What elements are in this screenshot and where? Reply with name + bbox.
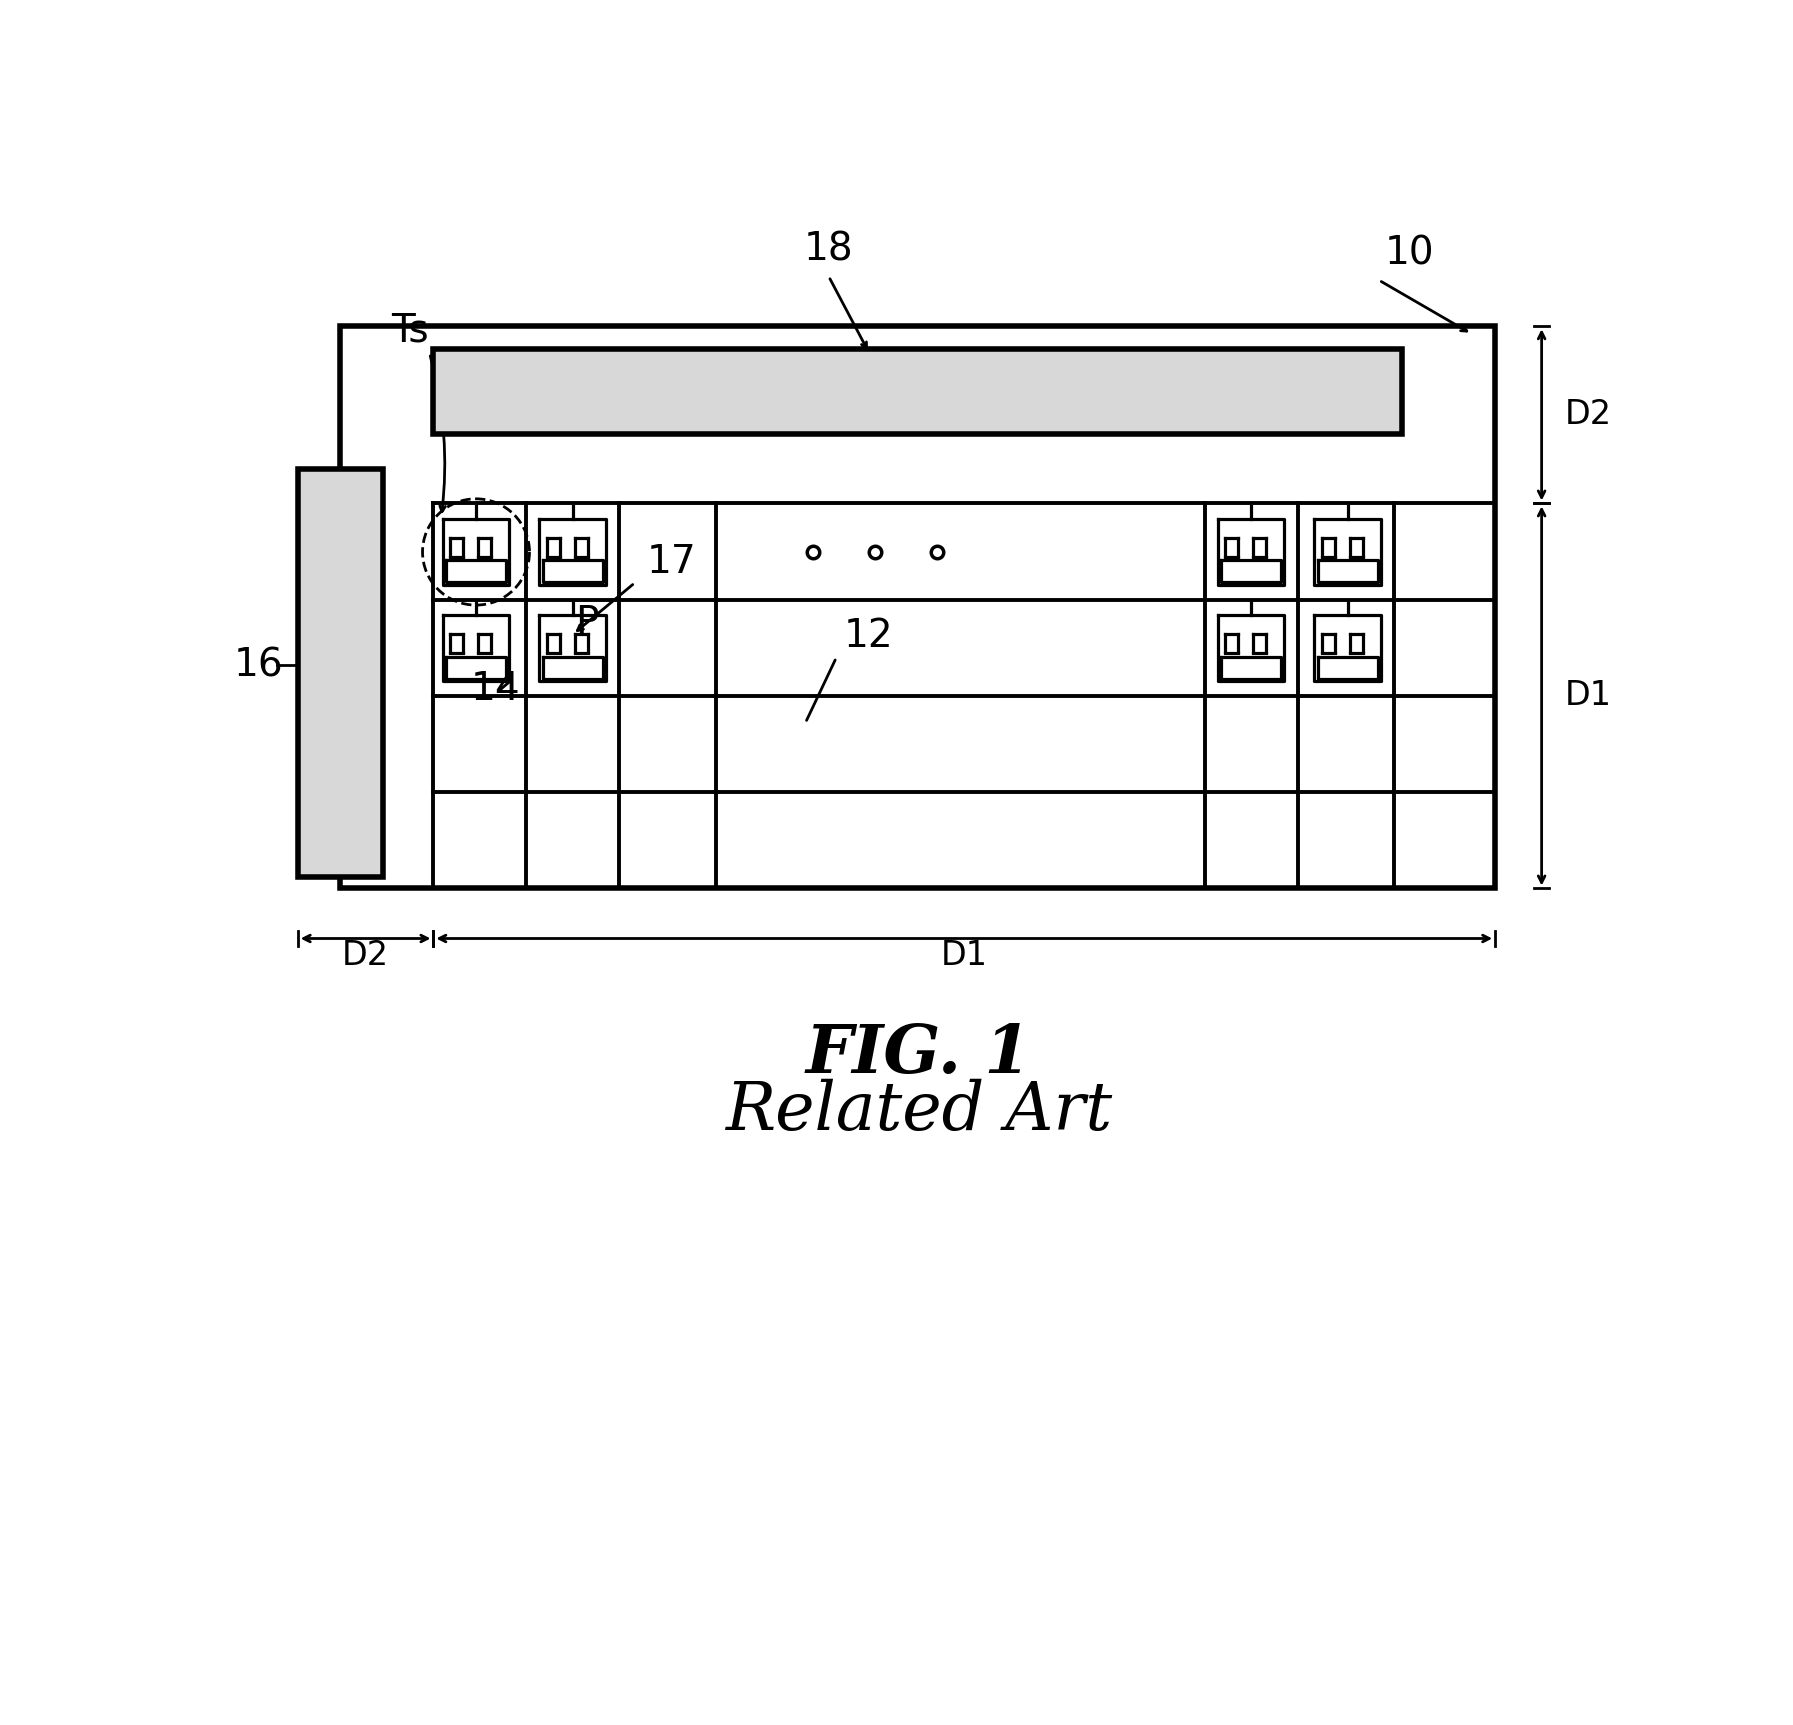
Text: 17: 17: [647, 543, 696, 581]
Text: Related Art: Related Art: [724, 1080, 1112, 1144]
Text: 18: 18: [803, 231, 853, 269]
Text: 12: 12: [845, 618, 893, 656]
Text: D2: D2: [342, 940, 389, 973]
Text: D1: D1: [941, 940, 988, 973]
Text: FIG. 1: FIG. 1: [805, 1021, 1031, 1087]
Text: 10: 10: [1384, 235, 1434, 273]
Text: D1: D1: [1565, 680, 1612, 712]
Bar: [298, 469, 384, 876]
Bar: [434, 350, 1402, 435]
Text: 16: 16: [235, 647, 283, 685]
Text: 14: 14: [470, 669, 520, 707]
Text: D2: D2: [1565, 398, 1612, 431]
Text: P: P: [576, 604, 599, 642]
Bar: [341, 326, 1495, 888]
Text: Ts: Ts: [391, 312, 429, 350]
